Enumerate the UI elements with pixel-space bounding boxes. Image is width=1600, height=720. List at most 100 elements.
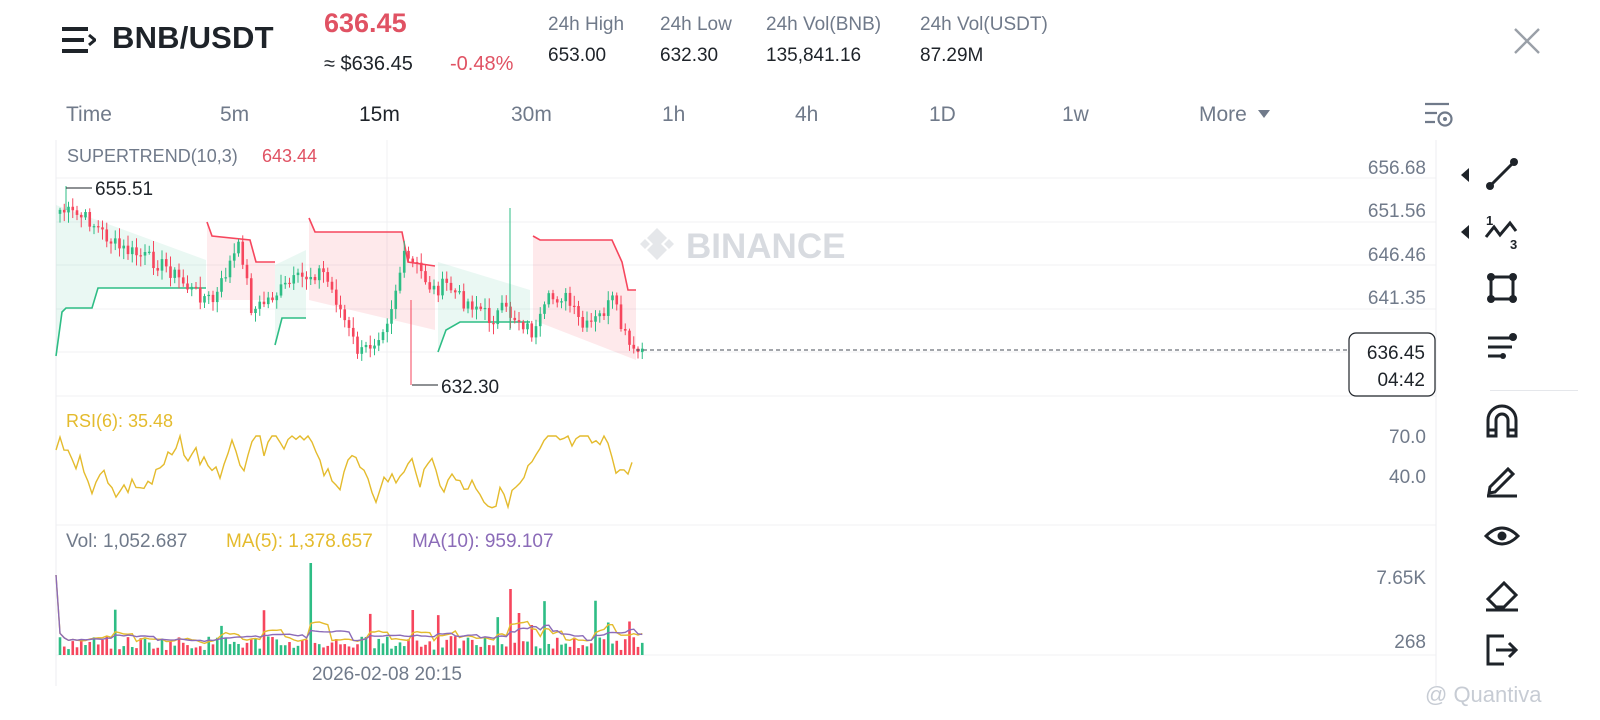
volume-bar bbox=[169, 641, 172, 655]
volume-bar bbox=[198, 646, 202, 655]
volume-bar bbox=[441, 647, 444, 655]
candle-body bbox=[436, 285, 440, 296]
rsi-axis-label: 70.0 bbox=[1389, 427, 1426, 448]
volume-bar bbox=[109, 648, 113, 655]
indicator-lines-icon[interactable] bbox=[1482, 326, 1522, 366]
volume-bar bbox=[152, 648, 155, 655]
tab-1h[interactable]: 1h bbox=[662, 103, 686, 126]
exit-icon[interactable] bbox=[1482, 630, 1522, 670]
volume-bar bbox=[237, 643, 240, 655]
candle-body bbox=[364, 344, 368, 348]
candle-body bbox=[351, 327, 355, 337]
candle-body bbox=[402, 250, 406, 273]
candle-body bbox=[466, 301, 470, 309]
volume-axis-label: 7.65K bbox=[1376, 568, 1426, 589]
current-price-tag-value: 636.45 bbox=[1367, 343, 1425, 364]
close-icon[interactable] bbox=[1512, 26, 1542, 56]
supertrend-line bbox=[437, 321, 530, 353]
volume-bar bbox=[394, 645, 398, 655]
eraser-icon[interactable] bbox=[1482, 573, 1522, 613]
expand-left-icon[interactable] bbox=[1461, 168, 1469, 182]
candle-body bbox=[249, 278, 253, 314]
candle-body bbox=[190, 286, 194, 290]
candle-body bbox=[122, 245, 126, 249]
supertrend-value: 643.44 bbox=[262, 146, 317, 166]
candle-body bbox=[305, 276, 308, 280]
rsi-axis-label: 40.0 bbox=[1389, 467, 1426, 488]
chart-watermark: BINANCE bbox=[686, 227, 845, 266]
tab-1w[interactable]: 1w bbox=[1062, 103, 1089, 126]
volume-bar bbox=[428, 641, 432, 655]
tab-15m[interactable]: 15m bbox=[359, 103, 400, 126]
volume-bar bbox=[173, 645, 177, 655]
rectangle-shape-icon[interactable] bbox=[1482, 268, 1522, 308]
elliott-wave-icon[interactable]: 1 3 bbox=[1482, 211, 1522, 251]
volume-bar bbox=[62, 646, 66, 655]
candle-body bbox=[415, 262, 419, 264]
candle-body bbox=[407, 250, 410, 259]
candle-body bbox=[343, 309, 347, 321]
candle-body bbox=[130, 247, 134, 255]
volume-bar bbox=[207, 636, 211, 655]
trend-line-icon[interactable] bbox=[1482, 154, 1522, 194]
tab-4h[interactable]: 4h bbox=[795, 103, 819, 126]
candle-body bbox=[377, 340, 381, 346]
menu-icon[interactable] bbox=[62, 25, 96, 55]
supertrend-fill bbox=[56, 205, 636, 360]
tab-1d[interactable]: 1D bbox=[929, 103, 956, 126]
candle-body bbox=[186, 283, 189, 290]
volume-bar bbox=[228, 644, 232, 655]
expand-left-icon[interactable] bbox=[1461, 225, 1469, 239]
volume-bar bbox=[215, 637, 219, 655]
approx-usd-price: ≈ $636.45 bbox=[324, 53, 413, 75]
tab-more[interactable]: More bbox=[1199, 103, 1271, 127]
tab-time[interactable]: Time bbox=[66, 103, 112, 126]
volume-bar bbox=[517, 613, 521, 655]
volume-bar bbox=[92, 637, 96, 655]
tab-30m[interactable]: 30m bbox=[511, 103, 552, 126]
volume-bar bbox=[475, 645, 478, 655]
candle-body bbox=[551, 293, 555, 300]
volume-bar bbox=[424, 644, 427, 655]
chart-settings-icon[interactable] bbox=[1423, 100, 1455, 130]
candle-body bbox=[555, 299, 559, 303]
volume-bar bbox=[58, 637, 62, 655]
pencil-icon[interactable] bbox=[1482, 459, 1522, 499]
volume-bar bbox=[71, 641, 75, 655]
candle-body bbox=[220, 278, 223, 292]
volume-bar bbox=[156, 647, 160, 655]
candle-body bbox=[292, 275, 296, 284]
current-price-tag bbox=[1348, 332, 1436, 397]
candle-body bbox=[143, 252, 147, 256]
candle-body bbox=[296, 272, 300, 276]
supertrend-area bbox=[533, 236, 636, 360]
pair-title[interactable]: BNB/USDT bbox=[112, 20, 274, 55]
candle-body bbox=[538, 313, 542, 327]
stat-24h-low-label: 24h Low bbox=[660, 14, 732, 35]
candle-body bbox=[152, 251, 155, 269]
candle-body bbox=[156, 268, 160, 271]
volume-bar bbox=[377, 638, 381, 655]
volume-bar bbox=[568, 646, 572, 655]
volume-bar bbox=[623, 639, 627, 655]
eye-icon[interactable] bbox=[1482, 516, 1522, 556]
candle-body bbox=[288, 282, 291, 285]
tab-5m[interactable]: 5m bbox=[220, 103, 250, 126]
volume-bar bbox=[351, 647, 355, 655]
candle-body bbox=[453, 290, 457, 293]
volume-bar bbox=[220, 625, 223, 655]
volume-bar bbox=[611, 643, 614, 655]
candle-body bbox=[385, 323, 389, 333]
volume-bar bbox=[373, 648, 376, 655]
candle-body bbox=[581, 316, 585, 328]
candle-body bbox=[602, 313, 606, 316]
candle-body bbox=[92, 226, 96, 228]
candle-body bbox=[79, 214, 83, 218]
volume-bar bbox=[254, 638, 257, 655]
candle-body bbox=[75, 210, 79, 215]
magnet-icon[interactable] bbox=[1482, 402, 1522, 442]
candle-body bbox=[173, 269, 177, 278]
candle-body bbox=[458, 291, 461, 293]
candle-body bbox=[215, 291, 219, 303]
